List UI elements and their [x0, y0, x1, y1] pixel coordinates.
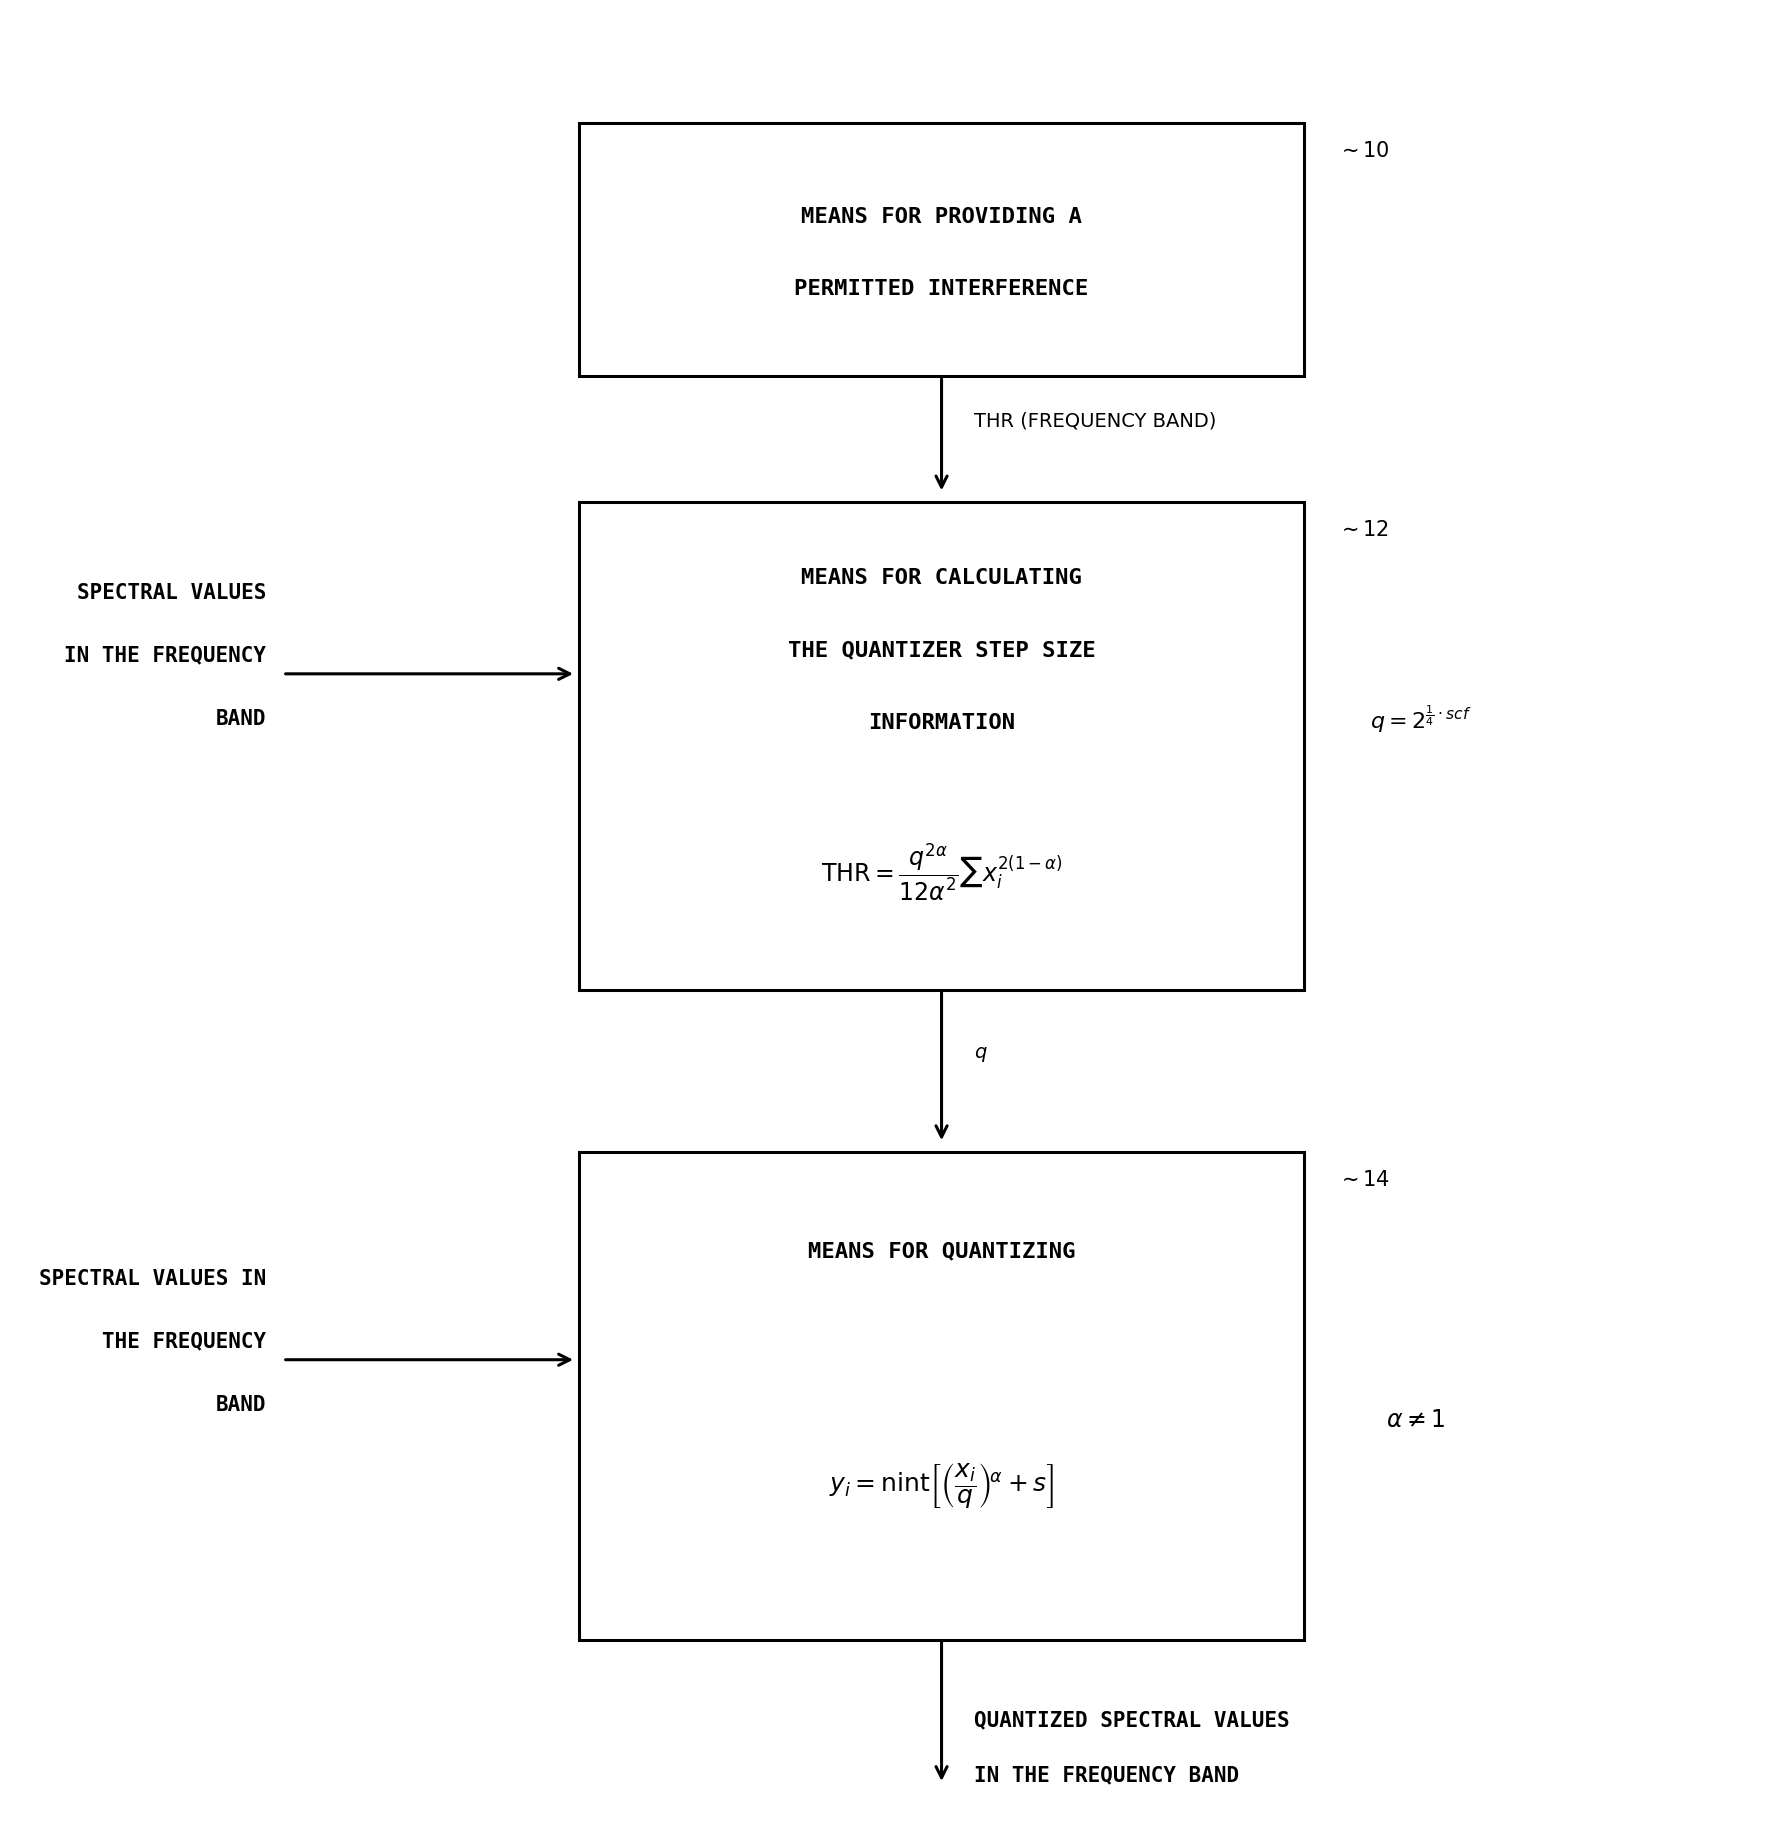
- Text: THR (FREQUENCY BAND): THR (FREQUENCY BAND): [974, 411, 1218, 431]
- Text: IN THE FREQUENCY BAND: IN THE FREQUENCY BAND: [974, 1765, 1239, 1785]
- Text: QUANTIZED SPECTRAL VALUES: QUANTIZED SPECTRAL VALUES: [974, 1710, 1290, 1730]
- Text: MEANS FOR CALCULATING: MEANS FOR CALCULATING: [801, 569, 1082, 589]
- Text: $\sim$14: $\sim$14: [1337, 1171, 1390, 1191]
- Text: IN THE FREQUENCY: IN THE FREQUENCY: [64, 646, 267, 666]
- Text: SPECTRAL VALUES: SPECTRAL VALUES: [77, 582, 267, 602]
- Text: PERMITTED INTERFERENCE: PERMITTED INTERFERENCE: [794, 279, 1089, 299]
- FancyBboxPatch shape: [578, 1152, 1305, 1639]
- FancyBboxPatch shape: [578, 123, 1305, 376]
- Text: $\alpha \neq 1$: $\alpha \neq 1$: [1387, 1407, 1445, 1431]
- Text: BAND: BAND: [215, 1395, 267, 1415]
- Text: q: q: [974, 1044, 986, 1062]
- Text: BAND: BAND: [215, 708, 267, 728]
- FancyBboxPatch shape: [578, 503, 1305, 989]
- Text: $y_i = \mathrm{nint}\left[\left(\dfrac{x_i}{q}\right)^{\!\alpha} + s\right]$: $y_i = \mathrm{nint}\left[\left(\dfrac{x…: [829, 1461, 1054, 1510]
- Text: MEANS FOR PROVIDING A: MEANS FOR PROVIDING A: [801, 207, 1082, 228]
- Text: $q = 2^{\frac{1}{4} \cdot scf}$: $q = 2^{\frac{1}{4} \cdot scf}$: [1371, 703, 1472, 734]
- Text: MEANS FOR QUANTIZING: MEANS FOR QUANTIZING: [808, 1242, 1075, 1261]
- Text: $\mathrm{THR} = \dfrac{q^{2\alpha}}{12\alpha^{2}} \sum x_i^{2(1-\alpha)}$: $\mathrm{THR} = \dfrac{q^{2\alpha}}{12\a…: [821, 842, 1063, 903]
- Text: $\sim$10: $\sim$10: [1337, 141, 1390, 161]
- Text: SPECTRAL VALUES IN: SPECTRAL VALUES IN: [39, 1268, 267, 1288]
- Text: THE QUANTIZER STEP SIZE: THE QUANTIZER STEP SIZE: [789, 640, 1095, 661]
- Text: INFORMATION: INFORMATION: [869, 712, 1015, 732]
- Text: $\sim$12: $\sim$12: [1337, 521, 1388, 539]
- Text: THE FREQUENCY: THE FREQUENCY: [101, 1332, 267, 1352]
